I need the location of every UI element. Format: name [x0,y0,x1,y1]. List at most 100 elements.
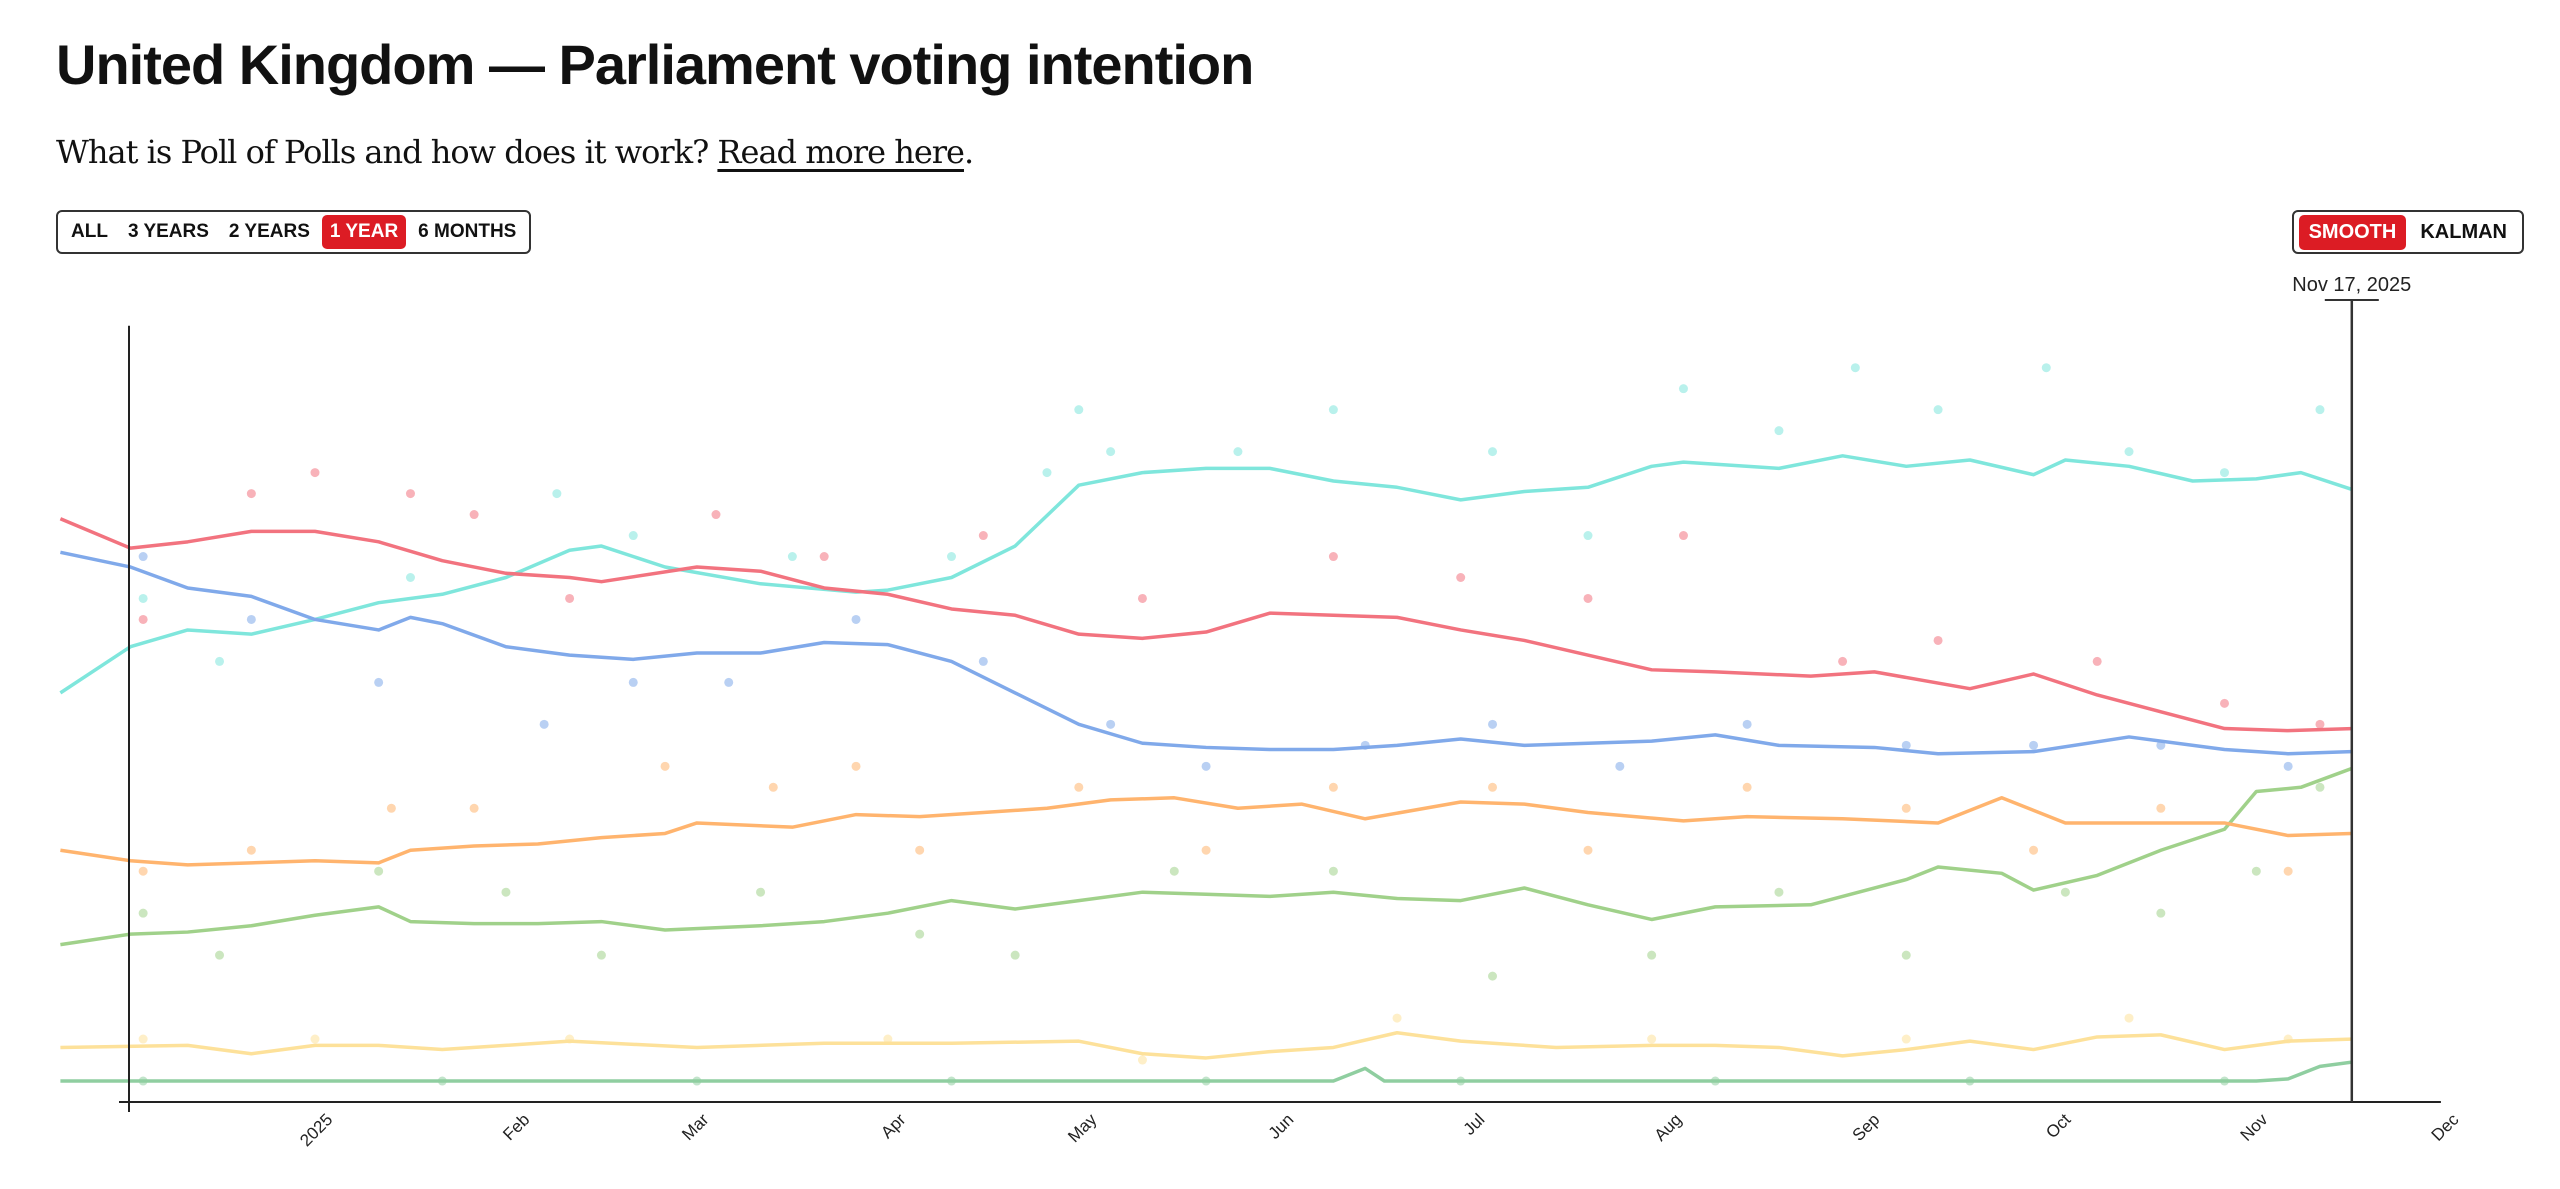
poll-dot-lib-dems [246,845,256,855]
trend-line-snp[interactable] [60,1031,2351,1060]
read-more-link[interactable]: Read more here [717,133,965,171]
poll-dot-ref [1933,405,1943,415]
poll-dot-lab [819,552,829,562]
trend-line-greens[interactable] [60,766,2351,947]
poll-dot-greens [2156,908,2166,918]
poll-dot-snp [1392,1013,1402,1023]
method-button-kalman[interactable]: KALMAN [2420,220,2507,243]
poll-dot-con [1615,761,1625,771]
range-button-all[interactable]: ALL [71,221,108,242]
poll-dot-ref [628,531,638,541]
poll-dot-lab [1933,635,1943,645]
poll-dot-greens [1169,866,1179,876]
poll-dot-lib-dems [2156,803,2166,813]
poll-dot-snp [883,1034,893,1044]
poll-dot-greens [2251,866,2261,876]
poll-dot-lib-dems [851,761,861,771]
poll-dot-lab [310,468,320,478]
poll-dot-con [1742,719,1752,729]
poll-dot-lab [405,489,415,499]
poll-dot-con [374,677,384,687]
poll-dot-lab [1678,531,1688,541]
poll-dot-con [628,677,638,687]
poll-dot-ref [1678,384,1688,394]
subtitle-text: What is Poll of Polls and how does it wo… [56,133,709,171]
poll-dot-lib-dems [1583,845,1593,855]
poll-dot-lib-dems [2283,866,2293,876]
poll-dot-ref [947,552,956,562]
poll-dot-greens [2060,887,2070,897]
poll-dot-lab [1328,552,1338,562]
poll-dot-greens [915,929,925,939]
poll-dot-ref [1106,447,1116,457]
trend-line-lab[interactable] [59,517,2351,733]
poll-dot-lab [1838,656,1848,666]
range-button-2-years[interactable]: 2 YEARS [228,221,310,242]
poll-dot-snp [138,1034,148,1044]
poll-dot-greens [374,866,384,876]
range-button-3-years[interactable]: 3 YEARS [127,221,209,242]
poll-dot-con [851,614,861,624]
poll-dot-greens [2315,782,2325,792]
poll-dot-greens [1774,887,1784,897]
poll-dot-ref [1074,405,1084,415]
poll-dot-greens [138,908,148,918]
poll-dot-con [539,719,549,729]
poll-dot-lab [138,614,148,624]
poll-dot-ref [2041,363,2051,373]
poll-dot-con [2029,740,2039,750]
time-range-selector: ALL 3 YEARS 2 YEARS 1 YEAR 6 MONTHS [56,210,532,254]
poll-dot-ref [1583,531,1593,541]
poll-dot-ref [2220,468,2229,478]
poll-dot-lab [565,593,575,603]
poll-dot-ref [2315,405,2325,415]
poll-dot-con [2283,761,2293,771]
poll-dot-lib-dems [1901,803,1911,813]
poll-dot-con [1901,740,1911,750]
poll-dot-con [246,614,256,624]
smoothing-method-selector: SMOOTH KALMAN [2291,210,2524,254]
poll-dot-lib-dems [1488,782,1498,792]
poll-dot-con [1201,761,1211,771]
range-button-6-months[interactable]: 6 MONTHS [418,221,517,242]
poll-dot-lab [246,489,256,499]
trend-line-lib-dems[interactable] [60,796,2351,867]
poll-dot-ref [787,552,797,562]
range-button-1-year[interactable]: 1 YEAR [321,215,407,249]
poll-dot-con [724,677,734,687]
poll-dot-greens [596,950,606,960]
method-button-smooth[interactable]: SMOOTH [2298,214,2407,250]
poll-dot-ref [138,593,148,603]
poll-dot-lib-dems [1201,845,1211,855]
poll-dot-lib-dems [915,845,925,855]
poll-dot-lib-dems [1742,782,1752,792]
poll-dot-ref [405,573,415,582]
trend-line-plaid[interactable] [60,1060,2351,1083]
poll-dot-greens [1647,950,1657,960]
poll-dot-lab [1137,593,1147,603]
poll-dot-lab [2220,698,2229,708]
poll-dot-ref [2124,447,2134,457]
poll-dot-lib-dems [469,803,479,813]
poll-dot-ref [1328,405,1338,415]
poll-dot-snp [1647,1034,1657,1044]
poll-dot-lab [2092,656,2102,666]
poll-dot-ref [1774,426,1784,436]
poll-dot-ref [1233,447,1243,457]
poll-dot-lib-dems [138,866,148,876]
poll-dot-con [1106,719,1116,729]
subtitle-period: . [963,133,974,171]
poll-dot-con [138,552,148,562]
trend-line-con[interactable] [60,550,2351,756]
poll-dot-ref [552,489,562,499]
poll-dot-ref [215,656,225,666]
poll-dot-lib-dems [2029,845,2039,855]
poll-dot-lab [1583,593,1593,603]
trend-line-ref[interactable] [59,454,2351,695]
poll-dot-snp [1137,1055,1147,1065]
poll-dot-greens [1901,950,1911,960]
poll-dot-greens [756,887,766,897]
poll-dot-lab [469,510,479,520]
poll-dot-lab [2315,719,2325,729]
poll-dot-snp [2124,1013,2134,1023]
